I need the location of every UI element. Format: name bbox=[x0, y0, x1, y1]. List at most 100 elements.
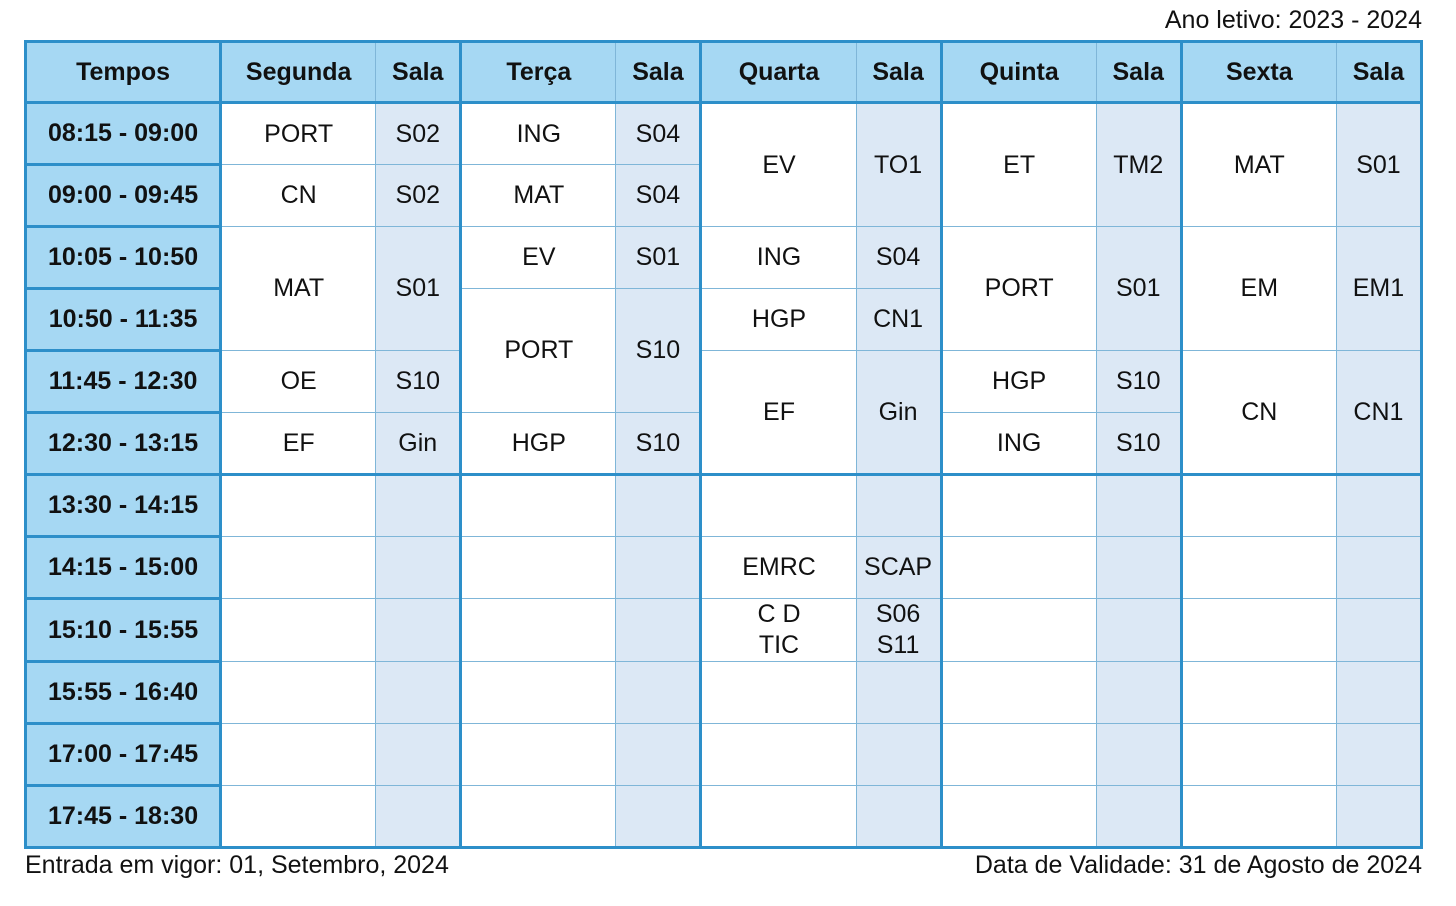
room-cell bbox=[375, 473, 462, 537]
room-cell: S01 bbox=[1095, 226, 1182, 351]
subject-cell bbox=[220, 473, 377, 537]
room-cell bbox=[615, 473, 702, 537]
subject-cell bbox=[220, 723, 377, 786]
room-cell bbox=[855, 473, 942, 537]
header-sala: Sala bbox=[1335, 41, 1423, 104]
room-cell bbox=[1095, 661, 1182, 724]
room-cell bbox=[1335, 661, 1423, 724]
room-cell: S01 bbox=[375, 226, 462, 351]
room-cell: S10 bbox=[1095, 412, 1182, 475]
validity-date-note: Data de Validade: 31 de Agosto de 2024 bbox=[974, 851, 1422, 879]
room-cell bbox=[1095, 473, 1182, 537]
room-cell: S04 bbox=[855, 226, 942, 289]
room-line: S06 bbox=[875, 600, 921, 628]
subject-cell bbox=[459, 536, 617, 599]
room-cell bbox=[855, 723, 942, 786]
subject-cell bbox=[1179, 536, 1337, 599]
subject-cell bbox=[220, 661, 377, 724]
room-cell bbox=[615, 723, 702, 786]
subject-cell bbox=[1179, 785, 1337, 848]
subject-cell: OE bbox=[220, 350, 377, 413]
room-cell bbox=[1095, 598, 1182, 662]
subject-cell bbox=[1179, 598, 1337, 662]
table-row: 08:15 - 09:00 PORT S02 ING S04 EV TO1 ET… bbox=[24, 102, 1423, 227]
subject-line: C D bbox=[757, 600, 801, 628]
subject-cell: CN bbox=[220, 164, 377, 227]
header-sala: Sala bbox=[375, 41, 462, 104]
subject-cell: MAT bbox=[459, 164, 617, 227]
subject-cell: HGP bbox=[939, 350, 1097, 413]
room-cell bbox=[615, 536, 702, 599]
room-cell bbox=[615, 661, 702, 724]
room-cell bbox=[1335, 536, 1423, 599]
table-row: 17:45 - 18:30 bbox=[24, 785, 1423, 849]
header-quinta: Quinta bbox=[939, 41, 1097, 104]
subject-cell bbox=[459, 785, 617, 848]
room-cell: S10 bbox=[615, 288, 702, 413]
room-cell: CN1 bbox=[1335, 350, 1423, 475]
table-row: 15:10 - 15:55 C D TIC S06 S11 bbox=[24, 598, 1423, 663]
time-slot: 10:05 - 10:50 bbox=[24, 226, 223, 290]
room-cell: S01 bbox=[1335, 102, 1423, 227]
room-cell: TM2 bbox=[1095, 102, 1182, 227]
time-slot: 15:10 - 15:55 bbox=[24, 598, 223, 663]
room-cell bbox=[375, 785, 462, 848]
table-row: 17:00 - 17:45 bbox=[24, 723, 1423, 787]
subject-cell bbox=[939, 536, 1097, 599]
room-line: S11 bbox=[876, 631, 920, 659]
subject-cell: PORT bbox=[220, 102, 377, 165]
subject-cell: HGP bbox=[459, 412, 617, 475]
subject-cell bbox=[1179, 723, 1337, 786]
subject-cell bbox=[939, 723, 1097, 786]
subject-cell: PORT bbox=[459, 288, 617, 413]
subject-cell bbox=[1179, 473, 1337, 537]
room-cell bbox=[1335, 785, 1423, 848]
subject-cell: ING bbox=[459, 102, 617, 165]
room-cell: S01 bbox=[615, 226, 702, 289]
room-cell: S04 bbox=[615, 164, 702, 227]
subject-cell: C D TIC bbox=[699, 598, 857, 662]
time-slot: 15:55 - 16:40 bbox=[24, 661, 223, 725]
room-cell: EM1 bbox=[1335, 226, 1423, 351]
room-cell bbox=[375, 723, 462, 786]
room-cell bbox=[375, 598, 462, 662]
subject-cell: EF bbox=[220, 412, 377, 475]
room-cell: S10 bbox=[375, 350, 462, 413]
time-slot: 17:00 - 17:45 bbox=[24, 723, 223, 787]
room-cell bbox=[1335, 723, 1423, 786]
subject-cell bbox=[459, 723, 617, 786]
subject-cell: MAT bbox=[1179, 102, 1337, 227]
table-row: 14:15 - 15:00 EMRC SCAP bbox=[24, 536, 1423, 600]
time-slot: 11:45 - 12:30 bbox=[24, 350, 223, 414]
header-tempos: Tempos bbox=[24, 41, 223, 104]
subject-cell bbox=[939, 785, 1097, 848]
room-cell bbox=[1095, 723, 1182, 786]
header-terca: Terça bbox=[459, 41, 617, 104]
room-cell: S06 S11 bbox=[855, 598, 942, 662]
header-sala: Sala bbox=[855, 41, 942, 104]
room-cell: S10 bbox=[1095, 350, 1182, 413]
subject-cell bbox=[1179, 661, 1337, 724]
subject-cell bbox=[459, 598, 617, 662]
room-cell bbox=[375, 536, 462, 599]
room-cell bbox=[1095, 785, 1182, 848]
subject-cell bbox=[699, 473, 857, 537]
subject-cell: EM bbox=[1179, 226, 1337, 351]
subject-cell bbox=[939, 473, 1097, 537]
room-cell: S04 bbox=[615, 102, 702, 165]
table-row: 13:30 - 14:15 bbox=[24, 473, 1423, 538]
room-cell: Gin bbox=[375, 412, 462, 475]
room-cell: CN1 bbox=[855, 288, 942, 351]
subject-cell: ET bbox=[939, 102, 1097, 227]
subject-cell: EV bbox=[459, 226, 617, 289]
header-quarta: Quarta bbox=[699, 41, 857, 104]
subject-cell: EV bbox=[699, 102, 857, 227]
room-cell bbox=[615, 598, 702, 662]
subject-cell: EMRC bbox=[699, 536, 857, 599]
subject-cell: EF bbox=[699, 350, 857, 475]
subject-cell bbox=[459, 661, 617, 724]
header-row: Tempos Segunda Sala Terça Sala Quarta Sa… bbox=[24, 41, 1423, 104]
room-cell: Gin bbox=[855, 350, 942, 475]
header-sexta: Sexta bbox=[1179, 41, 1337, 104]
subject-cell: PORT bbox=[939, 226, 1097, 351]
